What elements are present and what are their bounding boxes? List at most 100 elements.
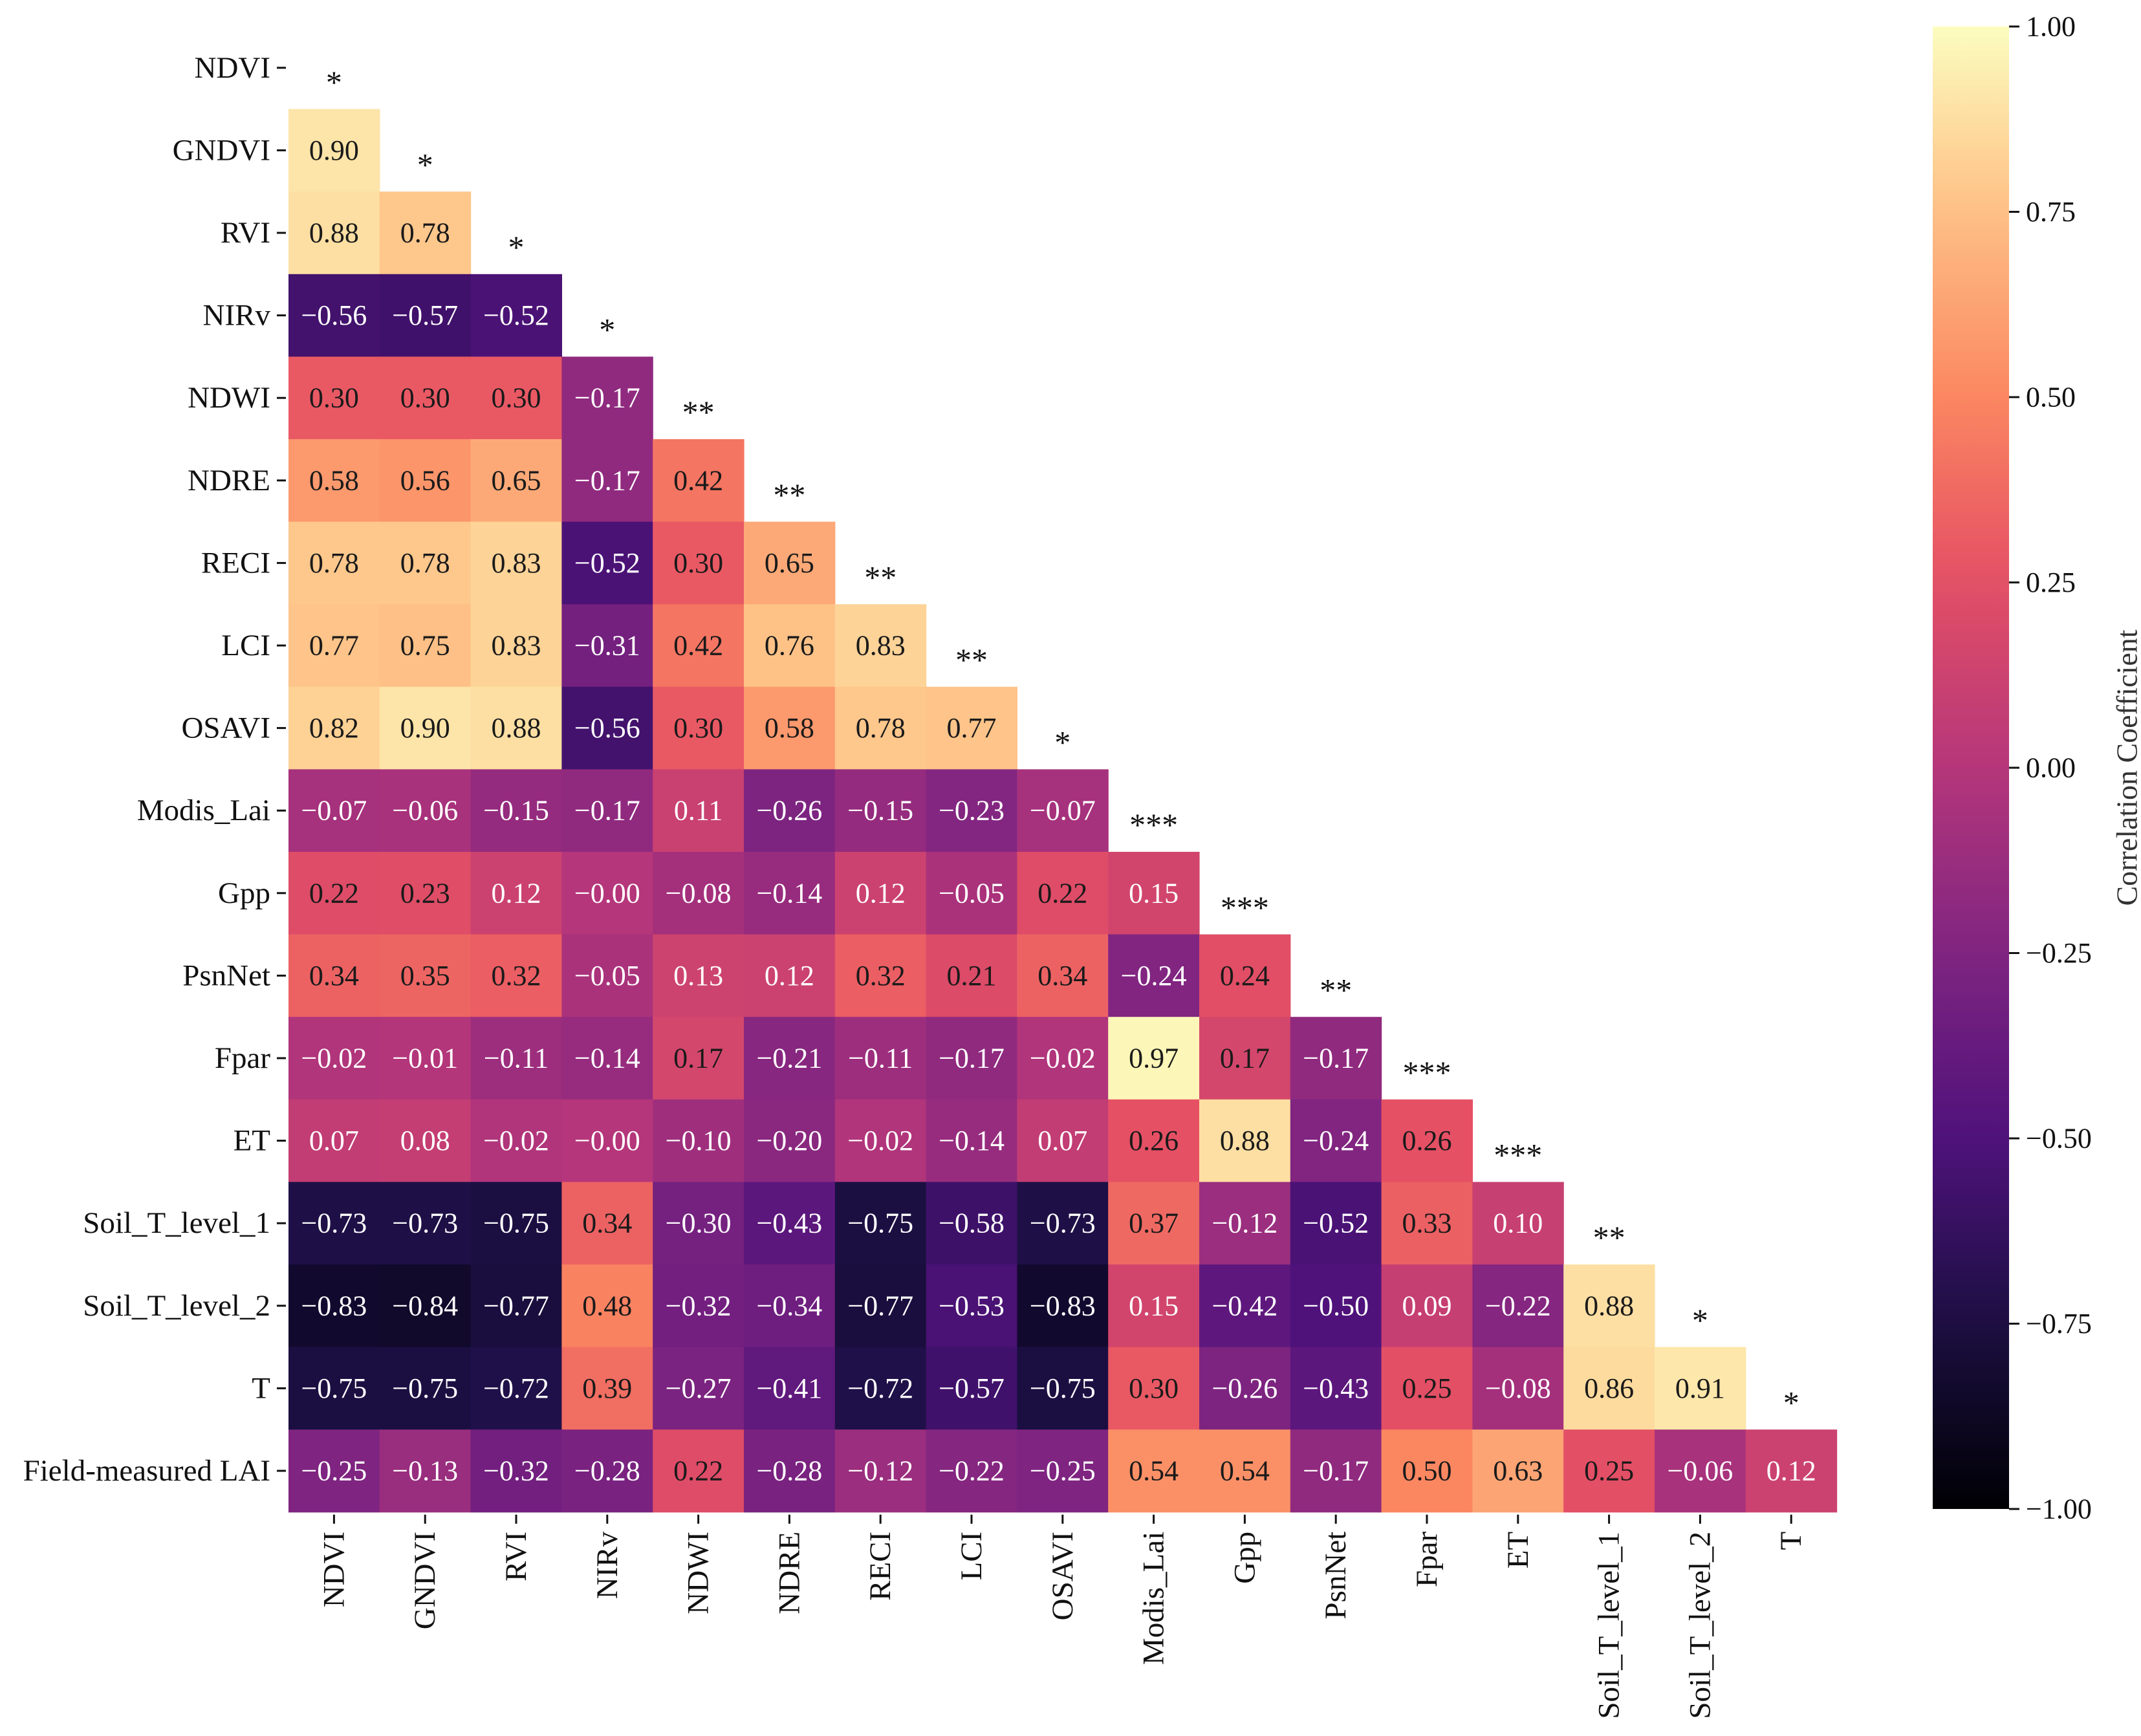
row-label: LCI (221, 629, 270, 662)
colorbar: 1.00 0.75 0.50 0.25 0.00 −0.25 −0.50 −0.75 −1.00… (1933, 11, 2141, 1525)
cell-value-label: −0.06 (392, 795, 458, 827)
cell-value-label: −0.14 (574, 1043, 640, 1074)
column-label: Soil_T_level_1 (1592, 1532, 1626, 1719)
heatmap-cell (653, 769, 744, 852)
heatmap-cell (379, 274, 472, 357)
heatmap-cell (561, 769, 653, 852)
cell-value-label: 0.10 (1493, 1208, 1543, 1239)
heatmap-cell (288, 1264, 380, 1348)
colorbar-title: Correlation Coefficient (2111, 629, 2141, 906)
cell-value-label: −0.27 (666, 1373, 732, 1404)
heatmap-cell (379, 439, 472, 523)
cell-value-label: −0.28 (574, 1455, 640, 1487)
heatmap-cell (1108, 852, 1200, 935)
row-label: NIRv (203, 299, 271, 332)
significance-stars: *** (1221, 889, 1269, 926)
cell-value-label: −0.83 (1030, 1290, 1096, 1321)
cell-value-label: −0.11 (848, 1043, 913, 1074)
heatmap-cell (288, 191, 380, 275)
cell-value-label: −0.22 (1485, 1290, 1551, 1321)
heatmap-cell (470, 1347, 562, 1430)
heatmap-cell (1563, 1264, 1655, 1348)
heatmap-cell (288, 521, 380, 605)
heatmap-cell (470, 1182, 562, 1265)
cell-value-label: 0.77 (309, 630, 359, 662)
heatmap-cell (926, 769, 1017, 852)
column-label: Modis_Lai (1137, 1532, 1171, 1665)
cell-value-label: 0.83 (492, 547, 541, 579)
cell-value-label: −0.75 (483, 1208, 549, 1239)
cell-value-label: 0.07 (309, 1125, 359, 1156)
significance-stars: ** (864, 559, 897, 595)
row-label: Modis_Lai (137, 794, 270, 827)
cell-value-label: −0.02 (847, 1125, 913, 1156)
heatmap-cell (1563, 1347, 1655, 1430)
cell-value-label: −0.05 (939, 877, 1005, 909)
column-label: PsnNet (1319, 1532, 1353, 1620)
column-label: T (1774, 1532, 1808, 1550)
heatmap-cell (1381, 1182, 1473, 1265)
heatmap-cell (744, 1017, 836, 1100)
heatmap-cell (1290, 1429, 1382, 1513)
cell-value-label: 0.12 (856, 877, 906, 909)
cell-value-label: −0.34 (756, 1290, 822, 1321)
colorbar-tick-label: −1.00 (2026, 1493, 2092, 1525)
heatmap-cell (561, 852, 653, 935)
cell-value-label: −0.84 (392, 1290, 458, 1321)
colorbar-tick-label: 1.00 (2026, 11, 2076, 43)
cell-value-label: 0.34 (582, 1208, 632, 1239)
heatmap-cell (926, 1182, 1017, 1265)
cell-value-label: −0.15 (483, 795, 549, 827)
cell-value-label: 0.83 (492, 630, 541, 662)
column-label: Soil_T_level_2 (1683, 1532, 1717, 1719)
significance-stars: * (1783, 1384, 1799, 1420)
cell-value-label: 0.24 (1220, 960, 1270, 992)
cell-value-label: 0.30 (1129, 1373, 1179, 1404)
cell-value-label: 0.86 (1584, 1373, 1634, 1404)
heatmap-cell (561, 1099, 653, 1182)
column-label: NIRv (591, 1531, 624, 1599)
cell-value-label: −0.13 (392, 1455, 458, 1487)
heatmap-cell (470, 356, 562, 440)
heatmap-cell (834, 934, 927, 1017)
heatmap-cell (1108, 1182, 1200, 1265)
cell-value-label: 0.78 (309, 547, 359, 579)
heatmap-cell (744, 686, 836, 770)
heatmap-cell (926, 1347, 1017, 1430)
heatmap-cell (470, 1017, 562, 1100)
cell-value-label: −0.31 (574, 630, 640, 662)
heatmap-cell (1655, 1347, 1746, 1430)
heatmap-cell (470, 852, 562, 935)
cell-value-label: 0.83 (856, 630, 906, 662)
cell-value-label: 0.48 (582, 1290, 632, 1321)
heatmap-cell (1472, 1347, 1564, 1430)
heatmap-cell (288, 109, 380, 192)
significance-stars: * (1692, 1302, 1708, 1338)
cell-value-label: 0.97 (1129, 1043, 1179, 1074)
heatmap-cell (1108, 934, 1200, 1017)
heatmap-cell (653, 1099, 744, 1182)
heatmap-cell (744, 852, 836, 935)
heatmap-cell (379, 934, 472, 1017)
heatmap-cell (653, 604, 744, 688)
heatmap-cell (561, 686, 653, 770)
cell-value-label: −0.25 (1030, 1455, 1096, 1487)
colorbar-tick-label: 0.25 (2026, 567, 2076, 598)
row-label: NDRE (188, 464, 270, 497)
cell-value-label: −0.02 (1030, 1043, 1096, 1074)
heatmap-cell (926, 1017, 1017, 1100)
heatmap-cell (834, 852, 927, 935)
cell-value-label: −0.56 (301, 299, 367, 331)
row-label: RVI (221, 216, 270, 250)
cell-value-label: −0.57 (939, 1373, 1005, 1404)
cell-value-label: −0.12 (847, 1455, 913, 1487)
significance-stars: ** (1593, 1219, 1625, 1255)
heatmap-cell (1199, 1264, 1291, 1348)
heatmap-cell (561, 934, 653, 1017)
cell-value-label: −0.52 (483, 299, 549, 331)
heatmap-cell (288, 1429, 380, 1513)
heatmap-cell (1108, 1017, 1200, 1100)
cell-value-label: 0.32 (492, 960, 541, 992)
heatmap-cell (470, 439, 562, 523)
heatmap-cell (1381, 1429, 1473, 1513)
